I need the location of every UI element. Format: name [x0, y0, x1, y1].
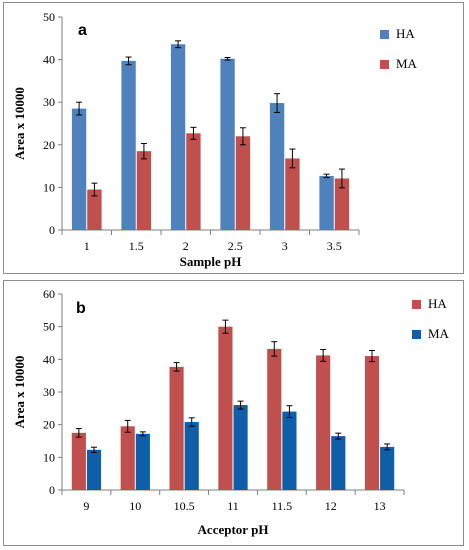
- bar-ma-1: [87, 189, 102, 230]
- bar-ma-11.5: [282, 411, 297, 490]
- y-axis-title: Area x 10000: [12, 87, 27, 160]
- y-tick-label: 40: [43, 352, 55, 366]
- legend-swatch-ma: [412, 330, 421, 339]
- bar-ma-13: [380, 446, 395, 490]
- bar-ma-11: [233, 405, 248, 490]
- bar-ma-2.5: [235, 136, 251, 230]
- panel-label-b: b: [76, 300, 86, 317]
- legend-swatch-ha: [380, 30, 389, 39]
- y-tick-label: 30: [43, 385, 55, 399]
- y-tick-label: 0: [49, 483, 55, 497]
- bar-ma-12: [331, 436, 346, 490]
- legend-label-ha: HA: [396, 26, 415, 41]
- x-tick-label: 13: [374, 499, 386, 513]
- chart-panel-a: a 0 10 20 30 40 50 1 1.5 2 2.5 3 3.5 Area x 10000 Samp…: [3, 2, 464, 274]
- y-tick-label: 40: [43, 53, 55, 67]
- legend-label-ha: HA: [428, 296, 447, 311]
- y-tick-label: 0: [49, 223, 55, 237]
- x-tick-label: 10: [129, 499, 141, 513]
- x-tick-label: 9: [83, 499, 89, 513]
- x-tick-label: 2: [183, 239, 189, 253]
- bar-ma-3: [285, 158, 300, 230]
- bar-ma-10.5: [184, 422, 199, 490]
- bar-ha-10: [120, 426, 135, 490]
- y-tick-label: 60: [43, 287, 55, 301]
- x-axis-title: Acceptor pH: [198, 522, 269, 537]
- bar-ha-11.5: [267, 348, 282, 490]
- x-tick-label: 2.5: [228, 239, 243, 253]
- x-tick-label: 11: [227, 499, 239, 513]
- panel-label-a: a: [78, 22, 87, 39]
- bar-ha-1: [71, 108, 87, 230]
- x-tick-label: 3: [282, 239, 288, 253]
- bar-ma-2: [186, 133, 201, 230]
- bar-ha-13: [364, 356, 380, 490]
- chart-panel-b: b 0 10 20 30 40 50 60 9 10 10.5 11 11.5 12 13 Area x 10…: [3, 280, 464, 546]
- chart-a-svg: a 0 10 20 30 40 50 1 1.5 2 2.5 3 3.5 Area x 10000 Samp…: [12, 10, 418, 269]
- y-tick-label: 20: [43, 138, 55, 152]
- x-tick-label: 1.5: [129, 239, 144, 253]
- x-tick-label: 3.5: [327, 239, 342, 253]
- bar-ha-3: [269, 103, 285, 230]
- y-tick-label: 50: [43, 320, 55, 334]
- bar-ma-10: [135, 433, 150, 490]
- bar-ha-2: [170, 44, 186, 230]
- legend-swatch-ha: [412, 300, 421, 309]
- y-tick-label: 20: [43, 418, 55, 432]
- bar-ha-9: [71, 432, 86, 490]
- chart-b-svg: b 0 10 20 30 40 50 60 9 10 10.5 11 11.5 12 13 Area x 10…: [12, 287, 450, 537]
- bar-ha-12: [316, 355, 331, 490]
- bar-ma-1.5: [136, 151, 152, 230]
- legend-swatch-ma: [380, 60, 389, 69]
- bar-ha-2.5: [220, 58, 235, 230]
- bar-ha-3.5: [319, 175, 334, 230]
- y-tick-label: 10: [43, 180, 55, 194]
- legend-label-ma: MA: [396, 56, 418, 71]
- bar-ha-10.5: [169, 366, 184, 490]
- y-axis-title: Area x 10000: [12, 356, 27, 429]
- y-tick-label: 30: [43, 95, 55, 109]
- y-tick-label: 50: [43, 10, 55, 24]
- y-tick-label: 10: [43, 450, 55, 464]
- x-tick-label: 11.5: [272, 499, 293, 513]
- x-tick-label: 1: [84, 239, 90, 253]
- x-axis-title: Sample pH: [180, 254, 242, 269]
- legend-label-ma: MA: [428, 326, 450, 341]
- x-tick-label: 12: [325, 499, 337, 513]
- bar-ma-3.5: [334, 178, 350, 230]
- bar-ha-11: [218, 326, 233, 490]
- x-tick-label: 10.5: [174, 499, 195, 513]
- bar-ha-1.5: [121, 60, 136, 231]
- bar-ma-9: [86, 449, 102, 490]
